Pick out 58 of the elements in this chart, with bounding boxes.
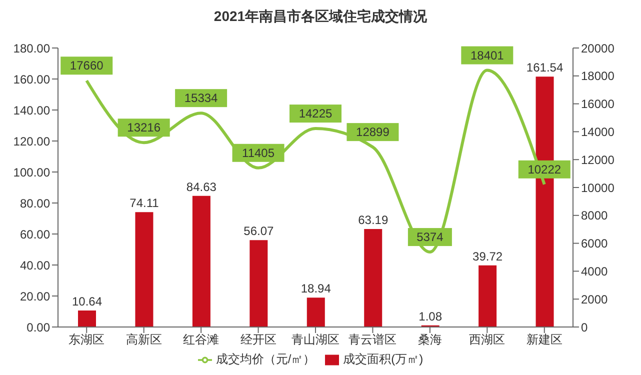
y-tick-label: 140.00 — [13, 103, 50, 118]
data-label: 13216 — [127, 120, 161, 135]
x-tick-label: 西湖区 — [469, 332, 506, 347]
legend-label: 成交面积(万㎡) — [343, 352, 424, 366]
y2-tick-label: 8000 — [581, 208, 608, 223]
data-label: 11405 — [242, 146, 275, 160]
bar — [135, 212, 154, 327]
bar — [78, 310, 96, 327]
x-tick-label: 高新区 — [126, 332, 162, 347]
data-label: 1.08 — [418, 309, 442, 324]
bar — [250, 240, 268, 327]
data-label: 161.54 — [526, 60, 564, 75]
bar — [478, 265, 497, 327]
y2-tick-label: 16000 — [581, 97, 615, 112]
x-tick-label: 经开区 — [240, 332, 276, 347]
y-tick-label: 120.00 — [13, 134, 50, 148]
data-label: 84.63 — [186, 180, 217, 194]
bar — [306, 298, 325, 327]
chart-title: 2021年南昌市各区域住宅成交情况 — [212, 8, 428, 26]
legend-label: 成交均价（元/㎡） — [216, 352, 316, 366]
data-label: 18401 — [470, 48, 504, 62]
x-tick-label: 桑海 — [418, 332, 442, 347]
data-label: 39.72 — [472, 249, 503, 264]
y-tick-label: 40.00 — [20, 258, 50, 272]
y-tick-label: 180.00 — [13, 41, 50, 56]
data-label: 18.94 — [300, 282, 332, 296]
y-tick-label: 100.00 — [13, 165, 50, 180]
y2-tick-label: 12000 — [581, 152, 615, 167]
x-tick-label: 青云谱区 — [348, 332, 397, 347]
y-tick-label: 0.00 — [26, 320, 50, 334]
x-tick-label: 红谷滩 — [183, 332, 220, 347]
y2-tick-label: 0 — [581, 320, 588, 334]
y2-tick-label: 14000 — [581, 124, 615, 139]
bar — [364, 229, 382, 327]
y2-tick-label: 6000 — [581, 236, 608, 251]
y-tick-label: 80.00 — [20, 196, 50, 210]
y2-tick-label: 2000 — [581, 292, 608, 306]
y-tick-label: 60.00 — [20, 227, 50, 242]
data-label: 10.64 — [72, 294, 102, 309]
x-tick-label: 东湖区 — [68, 332, 105, 347]
data-label: 56.07 — [244, 224, 274, 238]
data-label: 15334 — [184, 91, 218, 106]
data-label: 10222 — [528, 162, 562, 176]
y-tick-label: 160.00 — [13, 72, 50, 86]
y-tick-label: 20.00 — [20, 289, 50, 304]
y2-tick-label: 18000 — [581, 69, 615, 84]
y2-tick-label: 20000 — [581, 41, 615, 56]
x-tick-label: 新建区 — [526, 332, 562, 347]
x-tick-label: 青山湖区 — [292, 332, 340, 347]
data-label: 63.19 — [358, 213, 388, 228]
y2-tick-label: 4000 — [581, 264, 608, 278]
bar — [192, 196, 210, 327]
y2-tick-label: 10000 — [581, 180, 615, 195]
data-label: 14225 — [298, 106, 333, 121]
data-label: 74.11 — [130, 196, 160, 210]
data-label: 5374 — [416, 230, 444, 244]
data-label: 12899 — [356, 125, 390, 140]
data-label: 17660 — [70, 58, 104, 73]
